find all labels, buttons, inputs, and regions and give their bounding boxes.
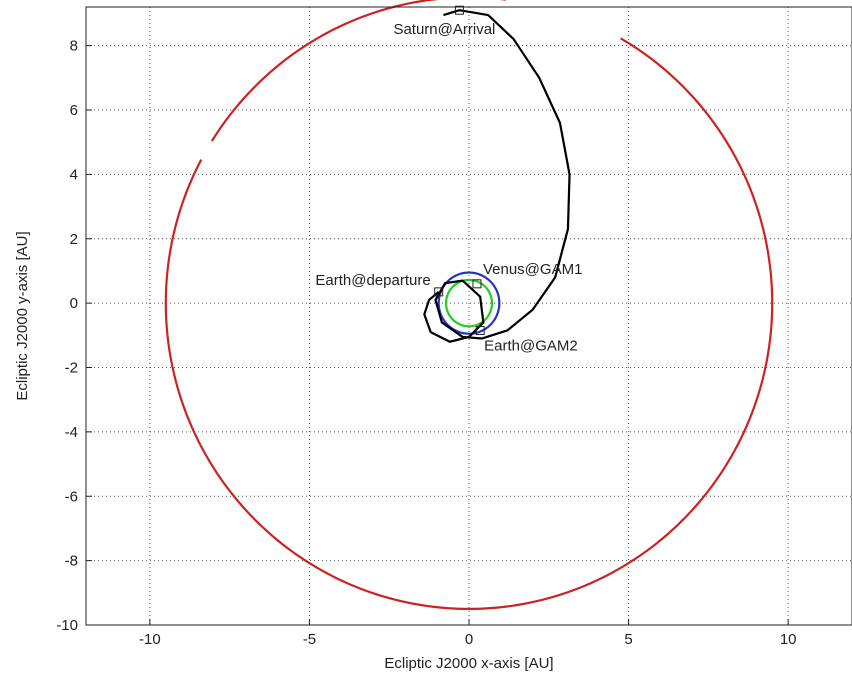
y-tick-label: 2 [70,231,78,248]
event-marker [475,325,485,335]
event-marker [472,279,482,289]
grid [86,7,852,626]
y-axis-label: Ecliptic J2000 y-axis [AU] [14,231,31,400]
y-tick-label: 0 [70,295,78,312]
y-tick-label: -2 [65,360,78,377]
event-annotation: Venus@GAM1 [483,261,582,278]
event-annotation: Earth@GAM2 [484,337,578,354]
y-tick-label: 4 [70,166,78,183]
tick-layer: -10 -5 0 5 10 -10 -8 -6 -4 -2 0 2 4 6 8 [56,38,796,648]
event-marker [434,287,444,297]
event-marker [454,5,464,15]
event-annotation: Saturn@Arrival [393,21,495,38]
x-tick-label: -5 [303,631,316,648]
y-tick-label: -8 [65,553,78,570]
trajectory-line [423,9,571,343]
y-tick-label: 6 [70,102,78,119]
y-tick-label: -6 [65,488,78,505]
event-annotation: Earth@departure [315,272,430,289]
x-tick-label: -10 [139,631,161,648]
x-axis-label: Ecliptic J2000 x-axis [AU] [384,655,553,672]
marker-layer: Earth@departure Venus@GAM1 Earth@GAM2 Satur… [315,5,582,354]
y-tick-label: -10 [56,617,78,634]
x-tick-label: 0 [465,631,473,648]
x-tick-label: 5 [624,631,632,648]
y-tick-label: 8 [70,38,78,55]
series-0-circle [164,0,774,611]
x-tick-label: 10 [780,631,797,648]
y-tick-label: -4 [65,424,78,441]
